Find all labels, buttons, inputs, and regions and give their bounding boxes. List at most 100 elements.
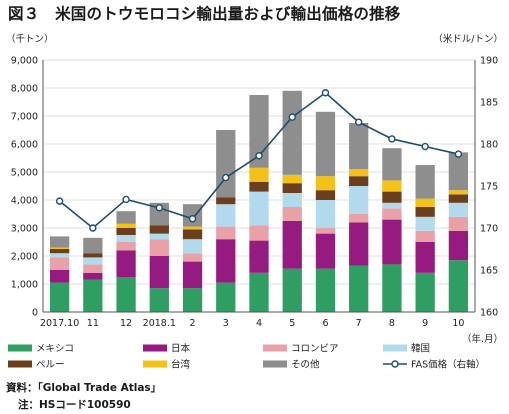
bar-segment [315, 190, 336, 200]
y-left-tick-label: 3,000 [11, 224, 38, 235]
bar-segment [182, 239, 203, 254]
bar-segment [149, 233, 169, 240]
bar-segment [149, 256, 169, 289]
x-tick-label: 8 [389, 318, 395, 329]
bar-segment [349, 123, 369, 170]
bar-segment [415, 230, 435, 242]
bar-segment [349, 214, 369, 223]
legend-swatch [8, 344, 32, 352]
bar-segment [182, 253, 203, 262]
legend-label: コロンビア [291, 344, 339, 355]
bar-segment [83, 257, 103, 265]
price-point [222, 173, 230, 182]
bar-segment [282, 183, 302, 193]
price-point [255, 152, 263, 160]
bar-segment [415, 207, 435, 217]
price-line [55, 89, 463, 232]
legend-label: FAS価格（右軸） [411, 359, 485, 371]
bar-segment [415, 198, 435, 207]
y-right-tick-label: 190 [480, 56, 498, 67]
price-point [188, 215, 197, 223]
bar-segment [116, 211, 136, 224]
price-point [155, 204, 164, 212]
legend-label: 日本 [171, 343, 191, 355]
x-tick-label: 4 [256, 318, 262, 329]
bar-segment [149, 225, 169, 234]
bar-segment [382, 219, 402, 265]
bar-segment [415, 242, 435, 273]
legend-swatch [383, 344, 407, 352]
x-tick-label: 7 [356, 318, 362, 329]
legend-label: メキシコ [36, 344, 74, 355]
bar-segment [249, 181, 269, 192]
bar-segment [216, 226, 236, 240]
bar-segment [83, 264, 103, 273]
bar-segment [249, 240, 269, 273]
price-point [55, 197, 64, 205]
x-tick-label: 12 [120, 318, 132, 329]
y-right-tick-label: 180 [480, 140, 498, 151]
price-point [388, 135, 396, 143]
bar-segment [382, 180, 402, 192]
y-left-axis-label: （千トン） [6, 33, 54, 45]
bar-segment [382, 191, 402, 203]
bar-segment [216, 239, 236, 283]
bar-segment [448, 190, 469, 195]
legend-swatch [143, 360, 167, 368]
bar-segment [116, 235, 136, 242]
legend-swatch [263, 344, 287, 352]
bar-segment [116, 277, 136, 312]
bar-segment [448, 230, 469, 261]
bar-segment [182, 226, 203, 230]
bar-segment [415, 216, 435, 231]
legend-label: その他 [291, 359, 320, 371]
x-tick-label: 2018.1 [143, 318, 176, 329]
legend-line-marker [391, 360, 399, 368]
bar-segment [282, 174, 302, 184]
bar-segment [216, 282, 236, 312]
bar-segment [282, 207, 302, 221]
y-left-tick-label: 0 [32, 308, 38, 319]
bar-segment [49, 249, 70, 254]
y-right-tick-label: 165 [480, 266, 498, 277]
bar-segment [415, 272, 435, 312]
bar-segment [83, 253, 103, 258]
x-tick-label: 5 [289, 318, 295, 329]
x-tick-label: 11 [87, 318, 99, 329]
bar-segment [49, 236, 70, 248]
bar-segment [249, 167, 269, 182]
bar-segment [415, 165, 435, 199]
bar-segment [349, 186, 369, 214]
bar-segment [116, 223, 136, 228]
legend-label: 台湾 [171, 359, 191, 371]
y-left-tick-label: 9,000 [11, 56, 38, 67]
y-left-tick-label: 6,000 [11, 140, 38, 151]
price-point [122, 195, 130, 204]
bar-segment [182, 261, 203, 289]
y-left-tick-label: 7,000 [11, 112, 38, 123]
bar-segment [83, 272, 103, 280]
bar-segment [448, 260, 469, 312]
bar-segment [315, 233, 336, 269]
bar-segment [83, 279, 103, 312]
axes: 0 1,000 2,000 3,000 4,000 5,000 6,000 7,000 8,00… [6, 33, 503, 345]
bar-segment [249, 272, 269, 312]
y-right-axis-label: （米ドル/トン） [433, 33, 503, 45]
bar-segment [315, 200, 336, 228]
x-tick-label: 3 [223, 318, 229, 329]
y-right-tick-label: 175 [480, 182, 498, 193]
price-point [354, 118, 363, 126]
y-left-tick-label: 8,000 [11, 84, 38, 95]
y-left-tick-label: 2,000 [11, 252, 38, 263]
bar-segment [382, 202, 402, 209]
bar-segment [83, 237, 103, 254]
bar-segment [448, 152, 469, 191]
legend-swatch [8, 360, 32, 368]
y-right-tick-label: 185 [480, 98, 498, 109]
bar-segment [349, 222, 369, 266]
bar-segment [282, 193, 302, 207]
bar-segment [282, 221, 302, 269]
bar-segment [182, 288, 203, 312]
y-left-tick-label: 5,000 [11, 168, 38, 179]
